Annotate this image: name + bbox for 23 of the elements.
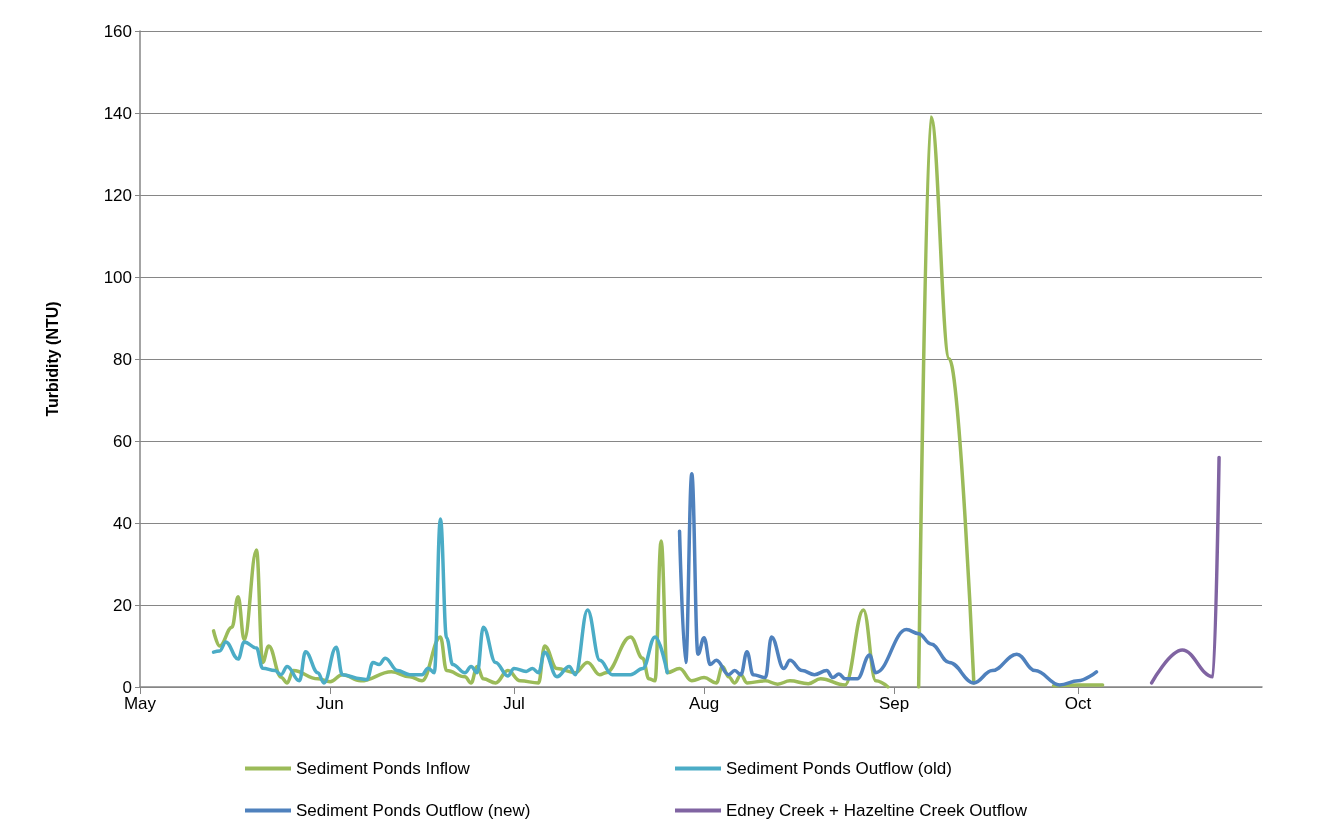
line-series (1149, 455, 1221, 685)
y-tick-label: 80 (113, 349, 132, 369)
y-tick-label: 40 (113, 513, 132, 533)
y-tick-label: 120 (103, 185, 132, 205)
legend-label: Sediment Ponds Outflow (new) (296, 801, 531, 820)
y-axis-title: Turbidity (NTU) (43, 301, 61, 417)
x-tick-label: May (123, 694, 157, 713)
y-tick-label: 140 (103, 103, 132, 123)
y-tick-label: 100 (103, 267, 132, 287)
y-tick-label: 20 (113, 595, 132, 615)
legend-label: Sediment Ponds Inflow (296, 759, 471, 778)
legend-label: Sediment Ponds Outflow (old) (726, 759, 952, 778)
line-series (211, 517, 670, 685)
x-tick-label: Sep (879, 694, 910, 713)
y-tick-label: 0 (122, 677, 132, 697)
x-tick-label: Jun (316, 694, 344, 713)
x-tick-label: Jul (503, 694, 525, 713)
y-tick-label: 160 (103, 21, 132, 41)
y-tick-label: 60 (113, 431, 132, 451)
x-tick-label: Aug (688, 694, 720, 713)
legend-label: Edney Creek + Hazeltine Creek Outflow (726, 801, 1028, 820)
x-tick-label: Oct (1064, 694, 1092, 713)
line-series (677, 472, 1099, 687)
